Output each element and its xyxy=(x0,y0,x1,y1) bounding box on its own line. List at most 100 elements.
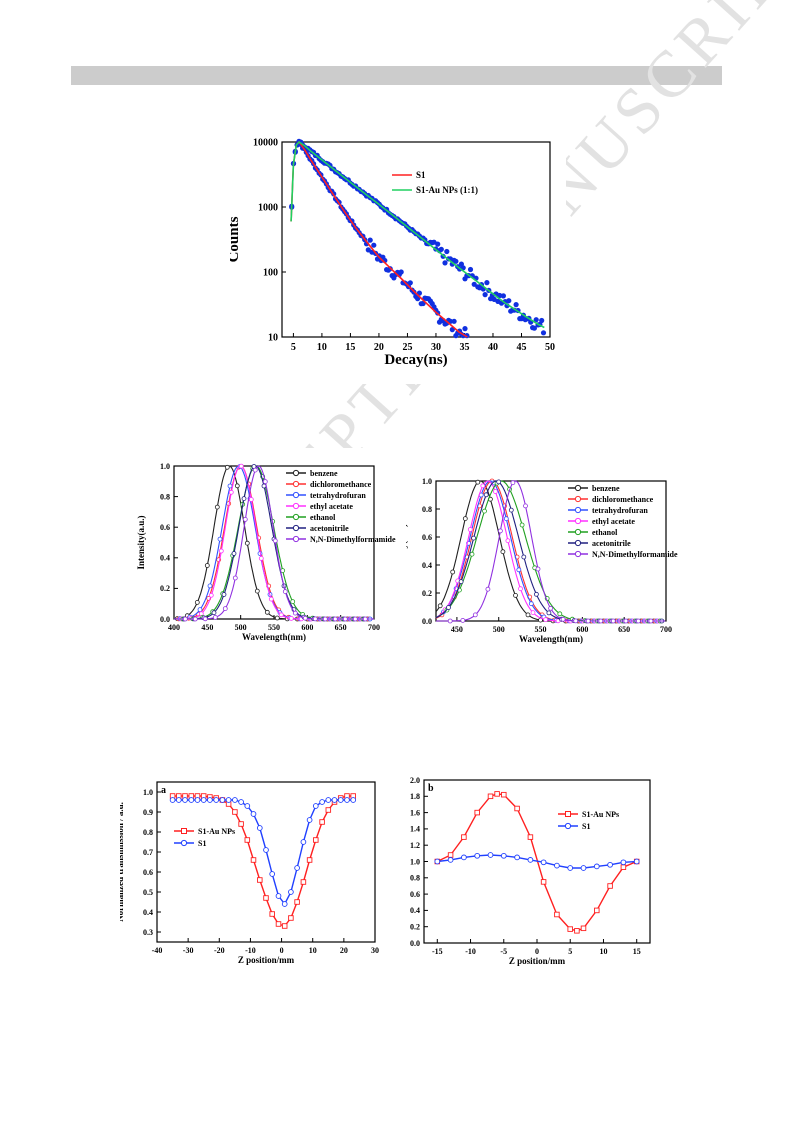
spectrum-marker xyxy=(475,479,481,485)
spectrum-marker xyxy=(535,566,541,572)
zscan-marker xyxy=(580,925,587,932)
panel-label: b xyxy=(428,783,434,794)
spectrum-marker xyxy=(525,612,531,618)
zscan-marker xyxy=(593,863,600,870)
spectrum-marker xyxy=(505,538,511,544)
data-point xyxy=(540,330,547,336)
spectrum-marker xyxy=(312,616,318,622)
y-tick-label: 0.8 xyxy=(422,505,432,514)
legend-marker xyxy=(292,535,300,543)
y-axis-label: Intensity(a.u.) xyxy=(136,515,146,569)
spectrum-marker xyxy=(242,517,248,522)
zscan-marker xyxy=(527,857,534,863)
zscan-marker xyxy=(447,857,454,863)
spectrum-marker xyxy=(546,610,552,616)
spectrum-marker xyxy=(533,591,539,597)
spectrum-marker xyxy=(244,540,250,546)
legend-marker xyxy=(180,839,188,847)
zscan-marker xyxy=(554,862,560,869)
legend-marker xyxy=(292,502,300,510)
x-axis-label: Z position/mm xyxy=(509,956,566,966)
spectrum-marker xyxy=(258,556,264,561)
spectrum-marker xyxy=(648,618,654,624)
spectrum-marker xyxy=(447,618,453,624)
spectrum-marker xyxy=(278,612,284,618)
spectrum-marker xyxy=(290,599,296,605)
spectrum-marker xyxy=(610,618,616,624)
x-tick-label: -30 xyxy=(183,946,194,955)
x-tick-label: 600 xyxy=(576,625,588,634)
data-point xyxy=(435,241,441,247)
decay-chart-panel: 5 10 15 20 25 30 35 40 45 50 10 100 1000 10000 Decay(n… xyxy=(226,122,566,384)
y-tick-label: 0.8 xyxy=(143,828,153,837)
y-tick-label: 0.5 xyxy=(143,888,153,897)
legend-label: ethanol xyxy=(592,528,618,537)
spectrum-marker xyxy=(288,615,294,621)
x-tick-label: 700 xyxy=(660,625,672,634)
zscan-marker xyxy=(250,811,257,817)
spectrum-marker xyxy=(218,548,224,554)
spectrum-marker xyxy=(272,538,278,544)
legend-marker xyxy=(574,506,582,514)
zscan-marker xyxy=(319,799,325,805)
legend-label: ethanol xyxy=(310,513,336,522)
spectrum-marker xyxy=(500,549,506,555)
zscan-marker xyxy=(474,809,480,816)
zscan-marker xyxy=(288,889,294,895)
x-tick-label: 25 xyxy=(402,342,412,353)
spectrum-marker xyxy=(623,618,629,624)
emission-charts-panel: 400 450 500 550 600 650 700 0.0 0.2 0.4 0.6 0.8 1.0 W… xyxy=(134,448,678,658)
zscan-line xyxy=(437,854,637,869)
decay-chart: 5 10 15 20 25 30 35 40 45 50 10 100 1000 10000 Decay(n… xyxy=(226,138,555,369)
y-tick-label: 0.4 xyxy=(422,561,432,570)
zscan-marker xyxy=(294,865,300,871)
legend-marker xyxy=(292,480,300,488)
x-tick-label: 20 xyxy=(340,946,348,955)
header-bar xyxy=(71,66,722,85)
legend-label: acetonitrile xyxy=(592,539,631,548)
x-tick-label: -10 xyxy=(465,947,476,956)
spectrum-marker xyxy=(282,589,288,595)
spectrum-marker xyxy=(352,616,358,622)
zscan-marker xyxy=(281,923,288,929)
legend-marker xyxy=(565,811,571,817)
zscan-marker xyxy=(344,797,350,803)
spectrum-marker xyxy=(528,601,534,607)
data-point xyxy=(467,266,474,273)
spectrum-marker xyxy=(493,489,498,494)
spectrum-marker xyxy=(523,503,528,509)
spectrum-marker xyxy=(231,551,237,556)
y-tick-label: 0.4 xyxy=(410,906,420,915)
spectrum-marker xyxy=(248,497,254,502)
zscan-marker xyxy=(188,797,195,803)
zscan-marker xyxy=(514,805,520,812)
zscan-marker xyxy=(256,825,263,831)
spectrum-marker xyxy=(214,504,220,510)
zscan-marker xyxy=(567,865,574,871)
legend-label: ethyl acetate xyxy=(592,517,635,526)
x-tick-label: 40 xyxy=(488,342,498,353)
zscan-marker xyxy=(620,864,627,870)
zscan-marker xyxy=(182,797,188,803)
zscan-marker xyxy=(263,895,269,901)
x-tick-label: 700 xyxy=(368,623,380,632)
spectrum-marker xyxy=(508,507,514,513)
plot-frame xyxy=(281,141,551,338)
spectrum-marker xyxy=(197,607,203,613)
y-tick-label: 0.0 xyxy=(160,615,170,624)
spectrum-marker xyxy=(254,588,260,594)
data-point xyxy=(539,317,545,324)
zscan-marker xyxy=(514,854,520,861)
x-tick-label: 35 xyxy=(459,342,469,353)
spectrum-marker xyxy=(322,616,328,622)
spectrum-marker xyxy=(543,617,549,623)
y-tick-label: 0.4 xyxy=(143,908,153,917)
spectrum-marker xyxy=(262,479,268,484)
x-tick-label: 650 xyxy=(618,625,630,634)
legend-label: dichloromethance xyxy=(592,495,654,504)
emission-chart-left: 400 450 500 550 600 650 700 0.0 0.2 0.4 0.6 0.8 1.0 W… xyxy=(136,462,396,642)
data-point xyxy=(482,292,488,298)
spectrum-marker xyxy=(264,609,270,615)
y-tick-label: 0.7 xyxy=(143,848,153,857)
legend-label: S1 xyxy=(198,839,206,848)
